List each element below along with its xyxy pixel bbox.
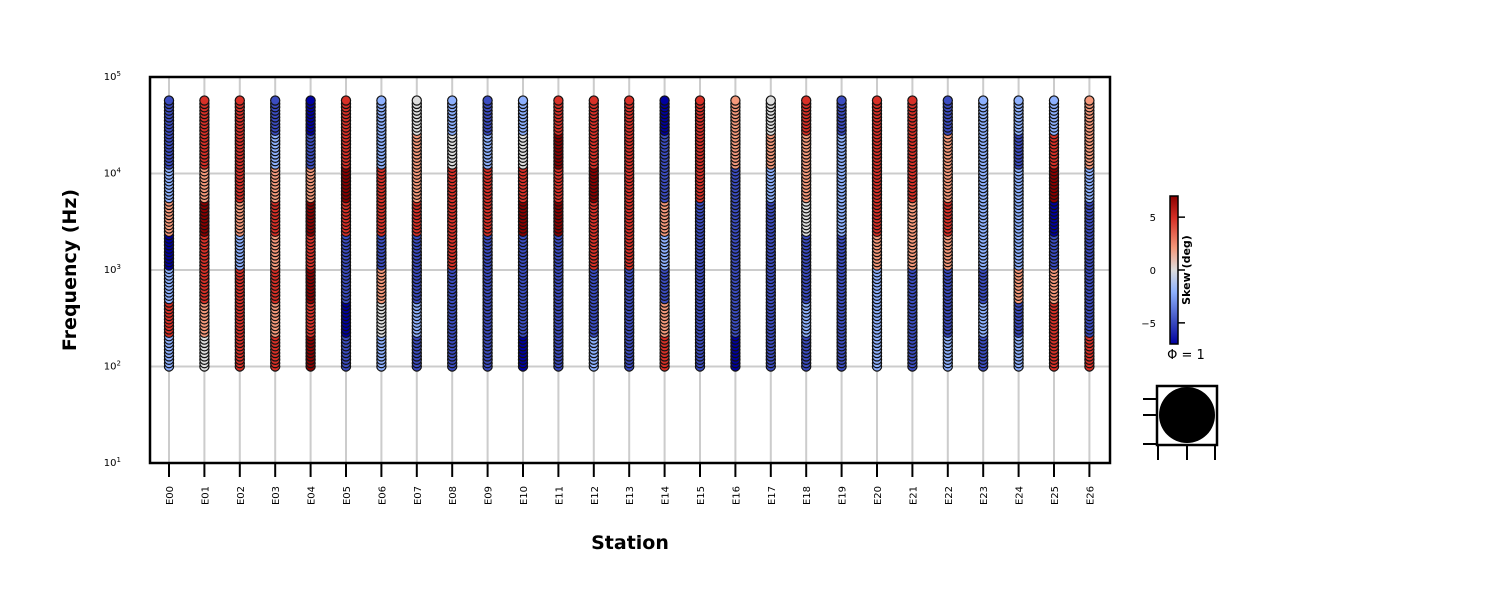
data-point (907, 95, 918, 106)
colorbar-ticks: 5 0 −5 (1141, 213, 1185, 330)
data-point (801, 95, 812, 106)
data-point (1013, 95, 1024, 106)
colorbar-gradient (1169, 195, 1179, 345)
data-point (730, 95, 741, 106)
x-tick-label: E08 (448, 486, 459, 505)
shape-legend-label: Φ = 1 (1167, 348, 1205, 363)
data-point (765, 95, 777, 106)
y-axis-ticks: 101 102 103 104 105 (104, 70, 122, 469)
x-tick-label: E09 (484, 486, 495, 505)
data-point (447, 95, 458, 106)
data-point (376, 95, 387, 106)
data-point (1048, 95, 1060, 106)
x-tick-label: E04 (307, 486, 318, 505)
data-point (978, 95, 989, 106)
x-tick-label: E12 (590, 486, 601, 505)
x-tick-label: E15 (696, 486, 707, 505)
y-tick-label: 105 (104, 70, 121, 83)
data-point (411, 95, 422, 106)
data-point (942, 95, 954, 106)
data-point (270, 95, 281, 106)
x-tick-label: E18 (802, 486, 813, 505)
data-point (836, 95, 847, 106)
data-point (624, 95, 635, 106)
x-tick-label: E19 (838, 486, 849, 505)
x-tick-label: E05 (342, 486, 353, 505)
data-point (340, 95, 352, 106)
x-tick-label: E25 (1050, 486, 1061, 505)
colorbar-tick-label: 5 (1150, 213, 1156, 224)
data-point (588, 95, 600, 106)
x-tick-label: E21 (908, 486, 919, 505)
x-tick-label: E01 (200, 486, 211, 505)
x-tick-label: E14 (661, 486, 672, 505)
x-tick-label: E22 (944, 486, 955, 505)
data-point (305, 95, 316, 106)
x-tick-label: E00 (165, 486, 176, 505)
x-tick-label: E26 (1085, 486, 1096, 505)
y-tick-label: 104 (104, 167, 122, 180)
shape-legend: Φ = 1 (1143, 348, 1219, 460)
data-points (163, 95, 1095, 372)
x-tick-label: E24 (1015, 486, 1026, 505)
data-point (871, 95, 883, 106)
data-point (163, 95, 175, 106)
colorbar-tick-label: −5 (1141, 319, 1156, 330)
x-tick-label: E16 (731, 486, 742, 505)
x-tick-label: E03 (271, 486, 282, 505)
y-tick-label: 101 (104, 456, 121, 469)
x-tick-label: E06 (377, 486, 388, 505)
x-tick-label: E02 (236, 486, 247, 505)
data-point (482, 95, 493, 106)
x-tick-label: E11 (554, 486, 565, 505)
data-point (1084, 95, 1095, 106)
colorbar-label: Skew (deg) (1180, 235, 1193, 305)
colorbar: 5 0 −5 Skew (deg) (1141, 195, 1193, 345)
data-point (659, 95, 670, 106)
x-tick-label: E13 (625, 486, 636, 505)
x-tick-label: E23 (979, 486, 990, 505)
data-point (553, 95, 564, 106)
x-tick-label: E20 (873, 486, 884, 505)
x-tick-label: E17 (767, 486, 778, 505)
data-point (234, 95, 245, 106)
colorbar-tick-label: 0 (1150, 266, 1156, 277)
data-point (517, 95, 529, 106)
x-axis-title: Station (591, 532, 669, 554)
y-tick-label: 102 (104, 360, 121, 373)
y-axis-title: Frequency (Hz) (59, 189, 81, 351)
x-tick-label: E07 (413, 486, 424, 505)
x-tick-label: E10 (519, 486, 530, 505)
data-point (199, 95, 210, 106)
y-tick-label: 103 (104, 263, 121, 276)
x-axis-ticks: E00 E01 E02 E03 E04 E05 E06 E07 E08 E09 E10 E11 E12 E… (165, 463, 1096, 505)
data-point (694, 95, 706, 106)
shape-legend-circle (1159, 387, 1215, 443)
